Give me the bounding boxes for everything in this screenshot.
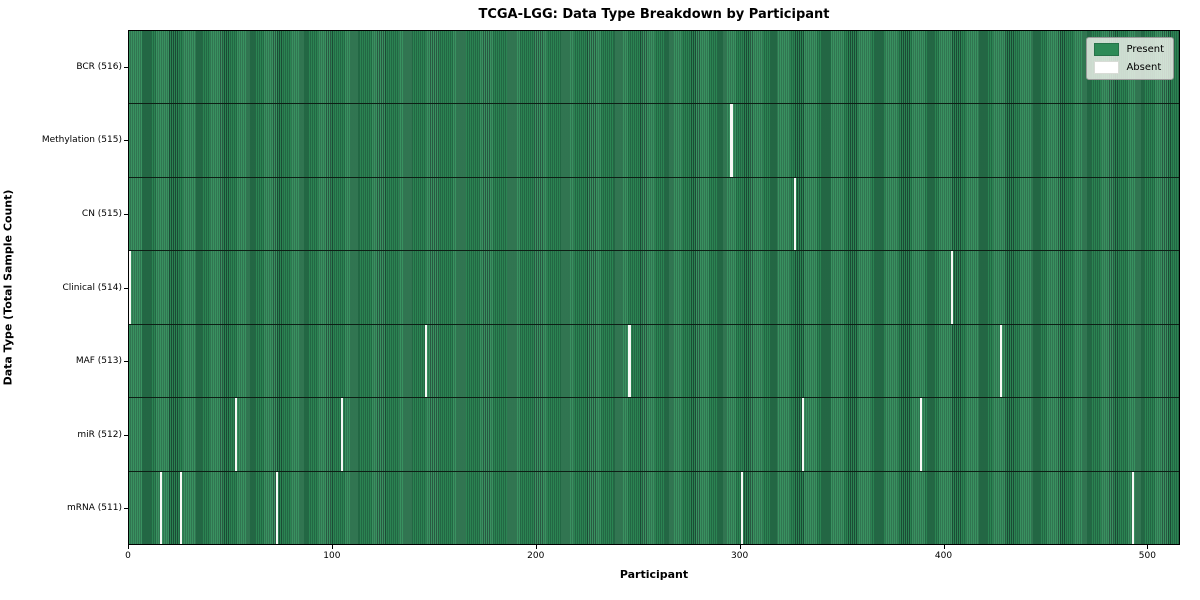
absent-marker xyxy=(424,324,427,398)
y-tick-label: Clinical (514) xyxy=(62,282,122,293)
absent-marker xyxy=(950,251,953,324)
legend-item-absent: Absent xyxy=(1094,61,1164,74)
plot-area xyxy=(128,30,1180,545)
absent-marker xyxy=(129,251,132,324)
x-tick-label: 200 xyxy=(527,551,545,561)
y-tick-mark xyxy=(124,361,128,363)
absent-marker xyxy=(730,104,733,177)
legend-swatch-absent xyxy=(1094,61,1120,74)
y-tick-mark xyxy=(124,140,128,142)
x-tick-mark xyxy=(128,545,129,549)
legend-swatch-present xyxy=(1094,43,1120,56)
heatmap-row-Methylation xyxy=(129,104,1179,178)
absent-marker xyxy=(920,398,923,471)
x-tick-label: 500 xyxy=(1138,551,1156,561)
x-tick-label: 300 xyxy=(731,551,749,561)
chart-title: TCGA-LGG: Data Type Breakdown by Partici… xyxy=(478,7,830,22)
x-tick-mark xyxy=(943,545,945,549)
y-tick-label: CN (515) xyxy=(81,208,122,219)
y-tick-mark xyxy=(124,66,128,68)
absent-marker xyxy=(793,177,797,251)
heatmap-row-mRNA xyxy=(129,471,1179,544)
x-tick-label: 100 xyxy=(323,551,341,561)
legend-label-absent: Absent xyxy=(1126,62,1162,73)
y-tick-label: Methylation (515) xyxy=(41,135,122,146)
absent-marker xyxy=(801,398,805,471)
heatmap-row-Clinical xyxy=(129,251,1179,325)
absent-marker xyxy=(628,324,631,398)
y-tick-mark xyxy=(124,508,128,510)
absent-marker xyxy=(740,471,744,544)
absent-marker xyxy=(179,471,183,544)
absent-marker xyxy=(341,398,344,471)
legend: Present Absent xyxy=(1086,37,1174,80)
absent-marker xyxy=(999,324,1002,398)
y-axis-label: Data Type (Total Sample Count) xyxy=(1,189,15,386)
x-tick-mark xyxy=(331,545,333,549)
y-tick-label: BCR (516) xyxy=(76,61,122,72)
heatmap-row-miR xyxy=(129,398,1179,472)
y-tick-label: MAF (513) xyxy=(75,356,122,367)
x-axis-label: Participant xyxy=(619,568,689,581)
absent-marker xyxy=(159,471,162,544)
x-tick-label: 400 xyxy=(934,551,953,561)
heatmap-row-MAF xyxy=(129,324,1179,399)
y-tick-mark xyxy=(124,287,128,289)
y-tick-mark xyxy=(124,434,128,436)
y-tick-label: miR (512) xyxy=(77,429,122,440)
y-tick-mark xyxy=(124,213,128,215)
x-tick-label: 0 xyxy=(125,551,131,561)
legend-label-present: Present xyxy=(1126,44,1164,55)
heatmap-row-CN xyxy=(129,177,1179,252)
legend-item-present: Present xyxy=(1094,43,1164,56)
absent-marker xyxy=(235,398,238,471)
heatmap-row-BCR xyxy=(129,31,1179,105)
x-tick-mark xyxy=(1147,545,1149,549)
x-tick-mark xyxy=(739,545,741,549)
x-tick-mark xyxy=(535,545,537,549)
absent-marker xyxy=(1132,471,1135,544)
y-tick-label: mRNA (511) xyxy=(67,503,122,514)
absent-marker xyxy=(275,471,279,544)
